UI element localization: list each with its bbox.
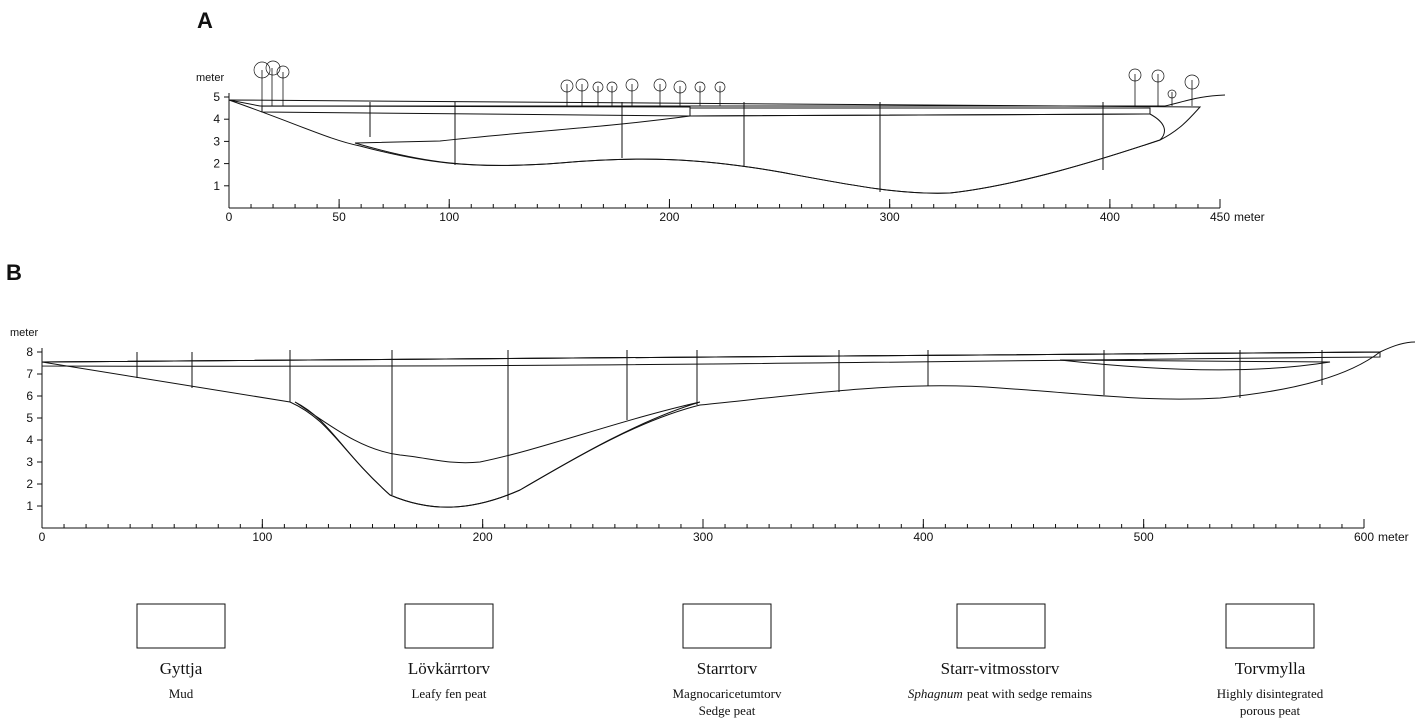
x-tick-label: 450: [1210, 210, 1230, 224]
y-tick-label: 3: [213, 134, 220, 148]
y-tick-label: 2: [26, 477, 33, 491]
x-tick-label: 0: [226, 210, 233, 224]
y-tick-label: 2: [213, 157, 220, 171]
legend-swatch: [1226, 604, 1314, 648]
sedge-lens: [1060, 360, 1330, 370]
legend-name: Gyttja: [160, 659, 203, 678]
mud-layer: [355, 114, 1164, 193]
legend-desc-italic: Sphagnum: [908, 686, 963, 701]
x-tick-label: 100: [439, 210, 459, 224]
surface-line: [229, 95, 1225, 106]
legend-name: Starrtorv: [697, 659, 758, 678]
x-unit: meter: [1378, 530, 1409, 544]
legend-desc: Leafy fen peat: [411, 686, 486, 701]
legend-desc: Sedge peat: [699, 703, 756, 718]
section-a: [229, 61, 1225, 193]
legend-name: Torvmylla: [1235, 659, 1306, 678]
legend-swatch: [957, 604, 1045, 648]
section-b: [42, 342, 1415, 507]
legend-swatch: [137, 604, 225, 648]
legend: Gyttja Mud Lövkärrtorv Leafy fen peat St…: [137, 604, 1324, 718]
page: A B Gyttja Mud Lövkärrtorv Leafy fen pea…: [0, 0, 1426, 722]
mud-layer: [295, 402, 700, 507]
x-tick-label: 400: [1100, 210, 1120, 224]
tree-crowns: [254, 61, 1199, 98]
legend-desc: Magnocaricetumtorv: [672, 686, 782, 701]
legend-desc-rest: peat with sedge remains: [967, 686, 1092, 701]
tree-trunks: [262, 68, 1192, 106]
y-tick-label: 4: [213, 112, 220, 126]
y-tick-label: 8: [26, 345, 33, 359]
x-tick-label: 100: [252, 530, 272, 544]
legend-desc: Highly disintegrated: [1217, 686, 1324, 701]
x-tick-label: 500: [1134, 530, 1154, 544]
y-tick-label: 1: [213, 179, 220, 193]
y-tick-label: 5: [213, 90, 220, 104]
legend-swatch: [683, 604, 771, 648]
x-tick-label: 300: [880, 210, 900, 224]
x-tick-label: 200: [659, 210, 679, 224]
y-tick-label: 4: [26, 433, 33, 447]
y-tick-label: 5: [26, 411, 33, 425]
x-tick-label: 600: [1354, 530, 1374, 544]
y-tick-label: 7: [26, 367, 33, 381]
x-unit: meter: [1234, 210, 1265, 224]
x-tick-label: 0: [39, 530, 46, 544]
y-axis-label: meter: [10, 327, 38, 339]
x-tick-label: 400: [913, 530, 933, 544]
x-tick-label: 200: [473, 530, 493, 544]
leafy-fen-peat: [42, 352, 1380, 507]
borehole-lines: [137, 350, 1322, 500]
panel-label: A: [197, 8, 213, 33]
legend-swatch: [405, 604, 493, 648]
porous-peat: [262, 106, 690, 116]
sedge-peat: [42, 352, 1380, 366]
y-tick-label: 1: [26, 499, 33, 513]
sedge-peat: [690, 108, 1150, 116]
x-tick-label: 300: [693, 530, 713, 544]
legend-desc: porous peat: [1240, 703, 1301, 718]
legend-desc: Sphagnum peat with sedge remains: [908, 686, 1092, 701]
legend-desc: Mud: [169, 686, 194, 701]
y-tick-label: 6: [26, 389, 33, 403]
legend-name: Starr-vitmosstorv: [941, 659, 1060, 678]
y-axis-label: meter: [196, 72, 224, 84]
y-tick-label: 3: [26, 455, 33, 469]
panel-label: B: [6, 260, 22, 285]
legend-name: Lövkärrtorv: [408, 659, 491, 678]
x-tick-label: 50: [332, 210, 346, 224]
diagram: A B Gyttja Mud Lövkärrtorv Leafy fen pea…: [0, 0, 1426, 722]
